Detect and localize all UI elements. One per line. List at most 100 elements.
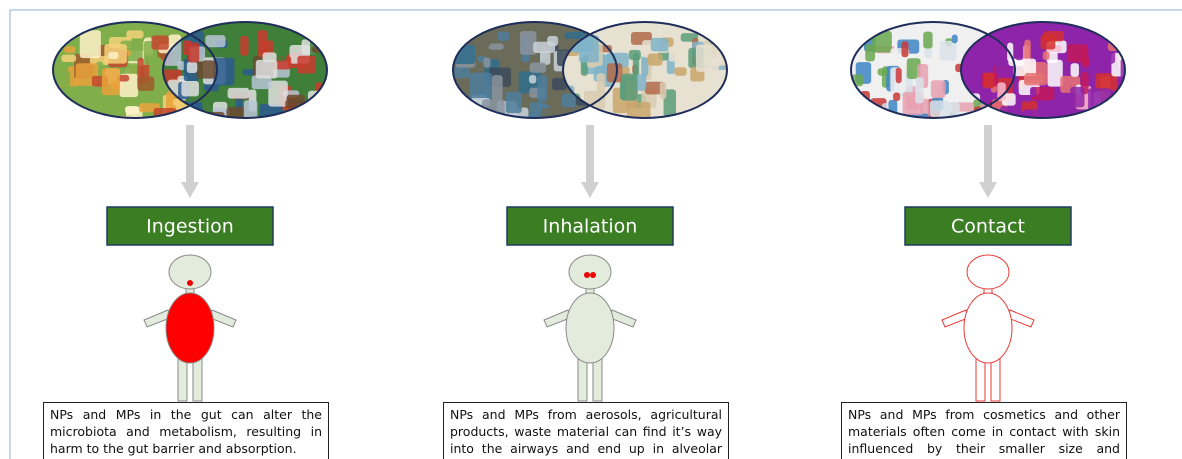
- description: NPs and MPs in the gut can alter the mic…: [43, 402, 329, 459]
- photo-item: [461, 108, 469, 116]
- particle-dot: [187, 280, 193, 286]
- photo-item: [151, 36, 168, 50]
- photo-item: [651, 38, 669, 52]
- photo-item: [244, 100, 258, 118]
- photo-item: [482, 99, 505, 120]
- photo-item: [541, 108, 555, 122]
- photo-item: [1086, 116, 1108, 137]
- photo-item: [660, 82, 667, 100]
- photo-item: [940, 41, 957, 61]
- photo-item: [1119, 31, 1130, 53]
- photo-item: [1115, 107, 1131, 125]
- photo-item: [286, 115, 308, 126]
- photo-item: [722, 33, 743, 51]
- photo-item: [621, 74, 637, 101]
- photo-item: [569, 116, 584, 130]
- photo-item: [599, 110, 605, 129]
- photo-item: [205, 35, 225, 47]
- photo-item: [641, 56, 648, 77]
- photo: [163, 22, 339, 139]
- photo-item: [228, 88, 250, 99]
- route-label: Contact: [951, 216, 1025, 238]
- diagram: IngestionInhalationContact: [0, 0, 1182, 459]
- photo-item: [181, 81, 199, 96]
- head: [569, 255, 611, 289]
- photo-item: [297, 56, 316, 74]
- photo-item: [1070, 87, 1084, 108]
- photo-item: [923, 32, 932, 49]
- photo-item: [456, 98, 469, 122]
- photo-item: [1040, 35, 1055, 50]
- photo-item: [65, 116, 81, 136]
- photo-item: [470, 73, 492, 101]
- photo-item: [108, 52, 118, 59]
- photo-item: [126, 30, 143, 38]
- photo-item: [102, 68, 120, 95]
- photo-item: [530, 63, 546, 73]
- head: [967, 255, 1009, 289]
- arrow-head: [181, 182, 199, 198]
- photo-item: [629, 50, 641, 60]
- photo-item: [455, 100, 461, 116]
- arrow-shaft: [586, 125, 594, 183]
- photo-item: [66, 107, 83, 122]
- photo-item: [125, 106, 139, 114]
- body: [964, 293, 1012, 363]
- photo-item: [1116, 95, 1126, 101]
- particle-dot: [584, 272, 590, 278]
- photo-item: [188, 42, 199, 62]
- photo-item: [1030, 87, 1036, 97]
- photo-item: [187, 62, 198, 73]
- arrow-shaft: [984, 125, 992, 183]
- photo-item: [931, 80, 946, 98]
- photo-item: [483, 58, 490, 68]
- photo-item: [497, 117, 512, 145]
- photo-item: [1117, 115, 1124, 142]
- photo-item: [547, 36, 558, 46]
- photo-item: [1089, 110, 1108, 132]
- photo-item: [1067, 44, 1088, 62]
- photo-item: [196, 60, 215, 78]
- photo-item: [674, 67, 686, 76]
- photo-item: [319, 37, 340, 45]
- arrow-head: [979, 182, 997, 198]
- photo-item: [865, 44, 875, 61]
- photo-item: [80, 30, 101, 58]
- photo-item: [456, 105, 478, 128]
- body: [566, 293, 614, 363]
- photo-item: [140, 117, 157, 141]
- photo-item: [492, 75, 503, 100]
- description: NPs and MPs from aerosols, agricultural …: [443, 402, 729, 459]
- photo-item: [256, 60, 278, 79]
- photo-item: [1024, 73, 1044, 83]
- photo-item: [1106, 117, 1115, 123]
- photo: [563, 22, 743, 140]
- photo-item: [915, 77, 924, 103]
- photo-item: [878, 68, 888, 75]
- photo-item: [263, 52, 277, 62]
- photo-item: [960, 118, 971, 145]
- photo-item: [108, 116, 129, 136]
- photo-item: [972, 113, 985, 124]
- photo-item: [1064, 118, 1073, 136]
- photo-item: [866, 115, 888, 134]
- photo-item: [288, 111, 301, 135]
- particle-dot: [590, 272, 596, 278]
- photo-item: [1043, 51, 1050, 60]
- photo-item: [61, 55, 76, 62]
- photo-item: [965, 115, 979, 139]
- photo-item: [958, 117, 969, 134]
- photo-item: [888, 100, 897, 119]
- photo-item: [506, 92, 522, 113]
- photo-item: [458, 112, 468, 135]
- photo-item: [896, 68, 902, 84]
- photo-item: [901, 41, 908, 57]
- description: NPs and MPs from cosmetics and other mat…: [841, 402, 1127, 459]
- photo-item: [537, 75, 547, 102]
- route-label: Inhalation: [543, 216, 638, 238]
- photo-item: [218, 85, 226, 101]
- body: [166, 293, 214, 363]
- photo-item: [498, 32, 510, 41]
- photo-item: [952, 34, 958, 43]
- photo-item: [322, 40, 336, 56]
